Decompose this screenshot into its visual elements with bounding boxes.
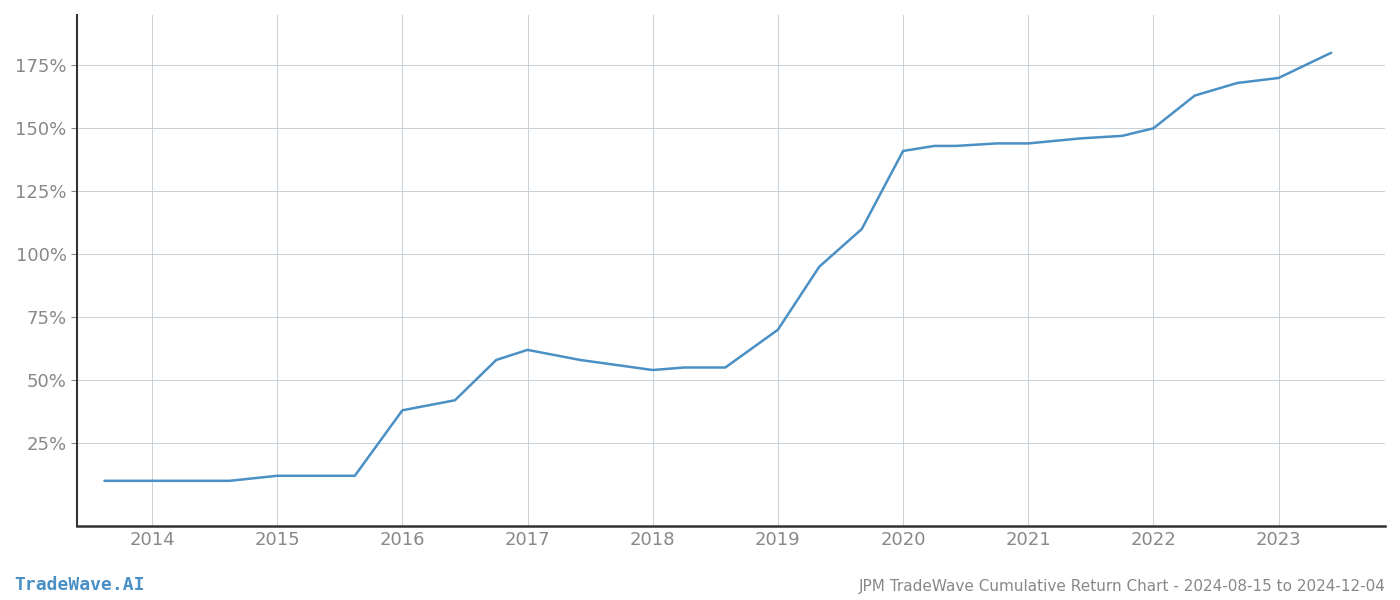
Text: JPM TradeWave Cumulative Return Chart - 2024-08-15 to 2024-12-04: JPM TradeWave Cumulative Return Chart - … <box>860 579 1386 594</box>
Text: TradeWave.AI: TradeWave.AI <box>14 576 144 594</box>
